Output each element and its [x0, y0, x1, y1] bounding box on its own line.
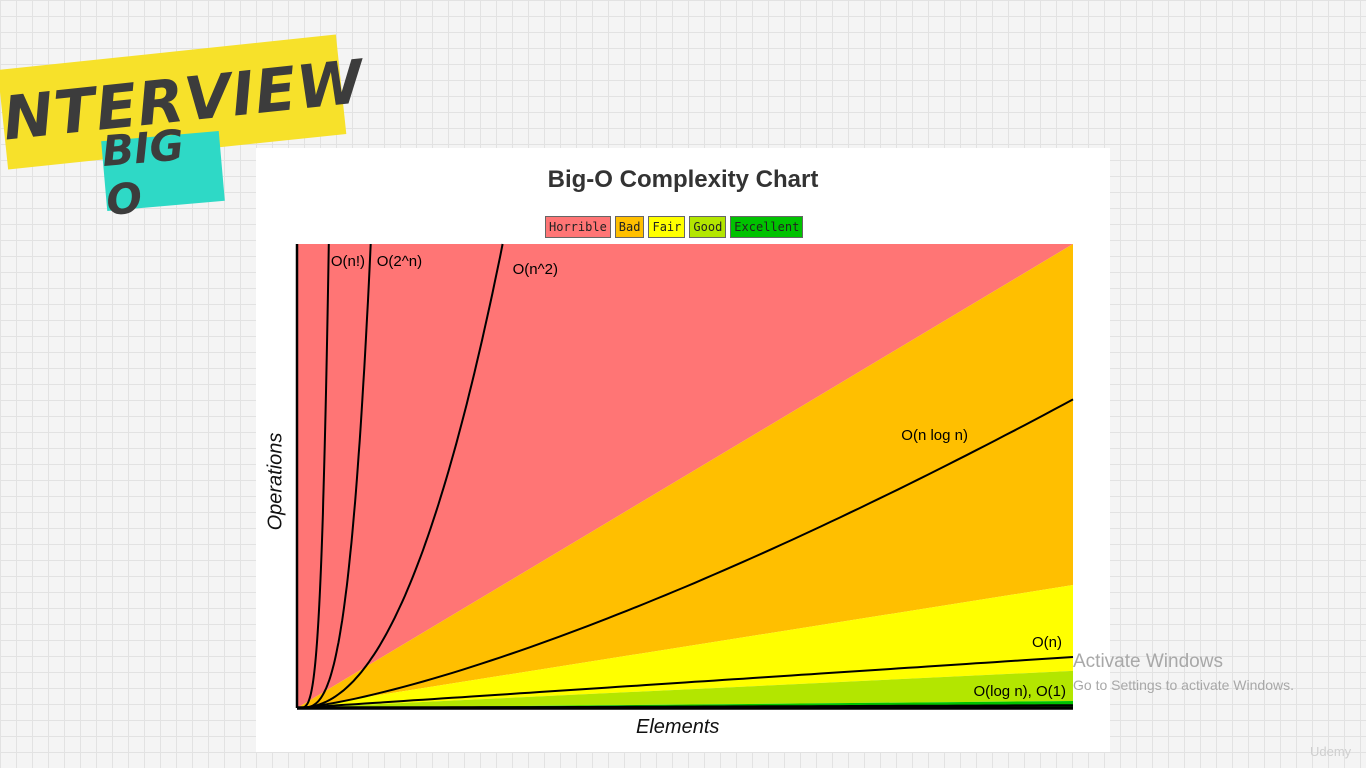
legend-item-fair: Fair — [648, 216, 686, 238]
region-good — [297, 670, 1073, 708]
big-o-text: BIG O — [99, 120, 187, 225]
activate-subtitle: Go to Settings to activate Windows. — [1073, 677, 1294, 693]
series-label-constant: O(log n), O(1) — [973, 683, 1066, 700]
watermark: Udemy — [1310, 744, 1352, 759]
activate-windows-notice: Activate Windows Go to Settings to activ… — [1073, 651, 1294, 693]
legend-item-horrible: Horrible — [545, 216, 611, 238]
series-label-linear: O(n) — [1032, 634, 1062, 651]
chart-card: Big-O Complexity Chart Horrible Bad Fair Go… — [256, 148, 1110, 752]
series-line-linear — [296, 656, 1074, 709]
series-label-quadratic: O(n^2) — [513, 261, 558, 278]
chart-title: Big-O Complexity Chart — [547, 166, 819, 193]
series-line-quadratic — [297, 243, 504, 709]
series-line-nlogn — [296, 398, 1074, 709]
big-o-banner: BIG O — [100, 120, 225, 225]
region-bad — [297, 244, 1073, 708]
legend-item-good: Good — [689, 216, 727, 238]
series-label-factorial: O(n!) — [331, 253, 365, 270]
series-label-exponential: O(2^n) — [377, 253, 422, 270]
series-label-nlogn: O(n log n) — [901, 427, 968, 444]
region-fair — [297, 585, 1073, 708]
legend-item-excellent: Excellent — [730, 216, 804, 238]
complexity-plot: O(n!) O(2^n) O(n^2) O(n log n) O(n) O(log n),… — [295, 243, 1074, 710]
chart-legend: Horrible Bad Fair Good Excellent — [545, 216, 804, 238]
x-axis-label: Elements — [636, 716, 720, 738]
activate-title: Activate Windows — [1073, 651, 1223, 672]
legend-item-bad: Bad — [614, 216, 645, 238]
y-axis-label: Operations — [264, 432, 287, 531]
